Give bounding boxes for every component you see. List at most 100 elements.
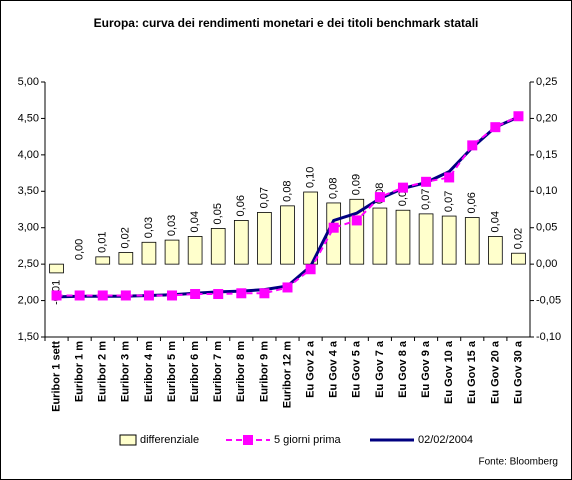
bar <box>488 236 503 265</box>
marker <box>190 289 201 300</box>
bar <box>187 236 203 265</box>
x-tick-label: Eu Gov 7 a <box>374 340 386 398</box>
legend-swatch <box>119 434 137 446</box>
data-label: 0,05 <box>212 203 224 224</box>
data-label: 0,03 <box>143 217 155 238</box>
marker <box>513 111 524 122</box>
marker <box>51 290 62 301</box>
y-tick-label: 5,00 <box>18 76 39 88</box>
data-label: 0,02 <box>120 227 132 248</box>
data-label: 0,07 <box>443 191 455 212</box>
marker <box>74 290 85 301</box>
x-tick-label: Euribor 6 m <box>189 341 201 402</box>
marker <box>143 290 154 301</box>
source: Fonte: Bloomberg <box>479 457 559 468</box>
y2-tick-label: 0,10 <box>536 185 557 197</box>
bar <box>233 220 249 265</box>
x-tick-label: Euribor 3 m <box>120 341 132 402</box>
legend-marker <box>243 435 253 445</box>
bar <box>280 205 295 265</box>
y-tick-label: 2,00 <box>18 294 39 306</box>
data-label: 0,06 <box>466 192 478 213</box>
marker <box>467 140 478 151</box>
data-label: 0,01 <box>97 231 109 252</box>
x-tick-label: Eu Gov 9 a <box>420 340 432 398</box>
data-label: 0,04 <box>189 211 201 232</box>
data-label: 0,09 <box>351 174 363 195</box>
bar <box>257 212 272 265</box>
y2-tick-label: -0,05 <box>536 294 561 306</box>
data-label: 0,07 <box>420 188 432 209</box>
data-label: 0,07 <box>258 187 270 208</box>
marker <box>351 215 362 226</box>
marker <box>97 290 108 301</box>
data-label: 0,02 <box>512 228 524 249</box>
y2-tick-label: 0,05 <box>536 222 557 234</box>
x-tick-label: Euribor 9 m <box>258 341 270 402</box>
marker <box>213 289 224 300</box>
y-tick-label: 4,00 <box>18 149 39 161</box>
bar <box>210 228 226 265</box>
bar <box>372 207 388 265</box>
x-tick-label: Eu Gov 15 a <box>466 340 478 404</box>
marker <box>305 264 316 275</box>
bar <box>464 217 480 265</box>
bar <box>49 263 64 274</box>
y2-tick-label: 0,15 <box>536 149 557 161</box>
bar <box>511 252 526 265</box>
marker <box>236 288 247 299</box>
bar <box>95 256 111 265</box>
legend-label: differenziale <box>140 434 199 446</box>
marker <box>490 122 501 133</box>
marker <box>421 176 432 187</box>
legend-label: 5 giorni prima <box>274 434 342 446</box>
bar <box>141 241 157 265</box>
marker <box>282 282 293 293</box>
x-tick-label: Euribor 5 m <box>166 341 178 402</box>
y2-tick-label: 0,25 <box>536 76 557 88</box>
data-label: 0,08 <box>328 178 340 199</box>
x-tick-label: Eu Gov 4 a <box>328 340 340 398</box>
y2-tick-label: 0,20 <box>536 112 557 124</box>
bar <box>395 209 411 265</box>
marker <box>444 172 455 183</box>
x-tick-label: Euribor 7 m <box>212 341 224 402</box>
data-label: 0,00 <box>74 239 86 260</box>
x-tick-label: Eu Gov 20 a <box>489 340 501 404</box>
y2-tick-label: 0,00 <box>536 258 557 270</box>
data-label: 0,04 <box>489 211 501 232</box>
marker <box>120 290 131 301</box>
x-tick-label: Eu Gov 5 a <box>351 340 363 398</box>
bar <box>418 213 434 265</box>
marker <box>328 222 339 233</box>
x-tick-label: Euribor 12 m <box>281 341 293 408</box>
x-tick-label: Euribor 1 m <box>74 341 86 402</box>
data-label: 0,08 <box>281 180 293 201</box>
marker <box>259 288 270 299</box>
y-tick-label: 1,50 <box>18 331 39 343</box>
x-tick-label: Eu Gov 2 a <box>305 340 317 398</box>
y2-tick-label: -0,10 <box>536 331 561 343</box>
legend-label: 02/02/2004 <box>418 434 473 446</box>
y-tick-label: 3,50 <box>18 185 39 197</box>
x-tick-label: Eu Gov 10 a <box>443 340 455 404</box>
y-tick-label: 3,00 <box>18 222 39 234</box>
data-label: 0,06 <box>235 195 247 216</box>
x-tick-label: Eu Gov 8 a <box>397 340 409 398</box>
x-tick-label: Euribor 8 m <box>235 341 247 402</box>
marker <box>374 192 385 203</box>
chart-title: Europa: curva dei rendimenti monetari e … <box>93 16 479 30</box>
y-tick-label: 2,50 <box>18 258 39 270</box>
y-tick-label: 4,50 <box>18 112 39 124</box>
data-label: 0,10 <box>305 167 317 188</box>
bar <box>164 239 180 265</box>
x-tick-label: Eu Gov 30 a <box>512 340 524 404</box>
bar <box>303 191 318 265</box>
bar <box>118 252 134 265</box>
x-tick-label: Euribor 4 m <box>143 341 155 402</box>
marker <box>167 290 178 301</box>
x-tick-label: Euribor 2 m <box>97 341 109 402</box>
bar <box>441 215 457 265</box>
